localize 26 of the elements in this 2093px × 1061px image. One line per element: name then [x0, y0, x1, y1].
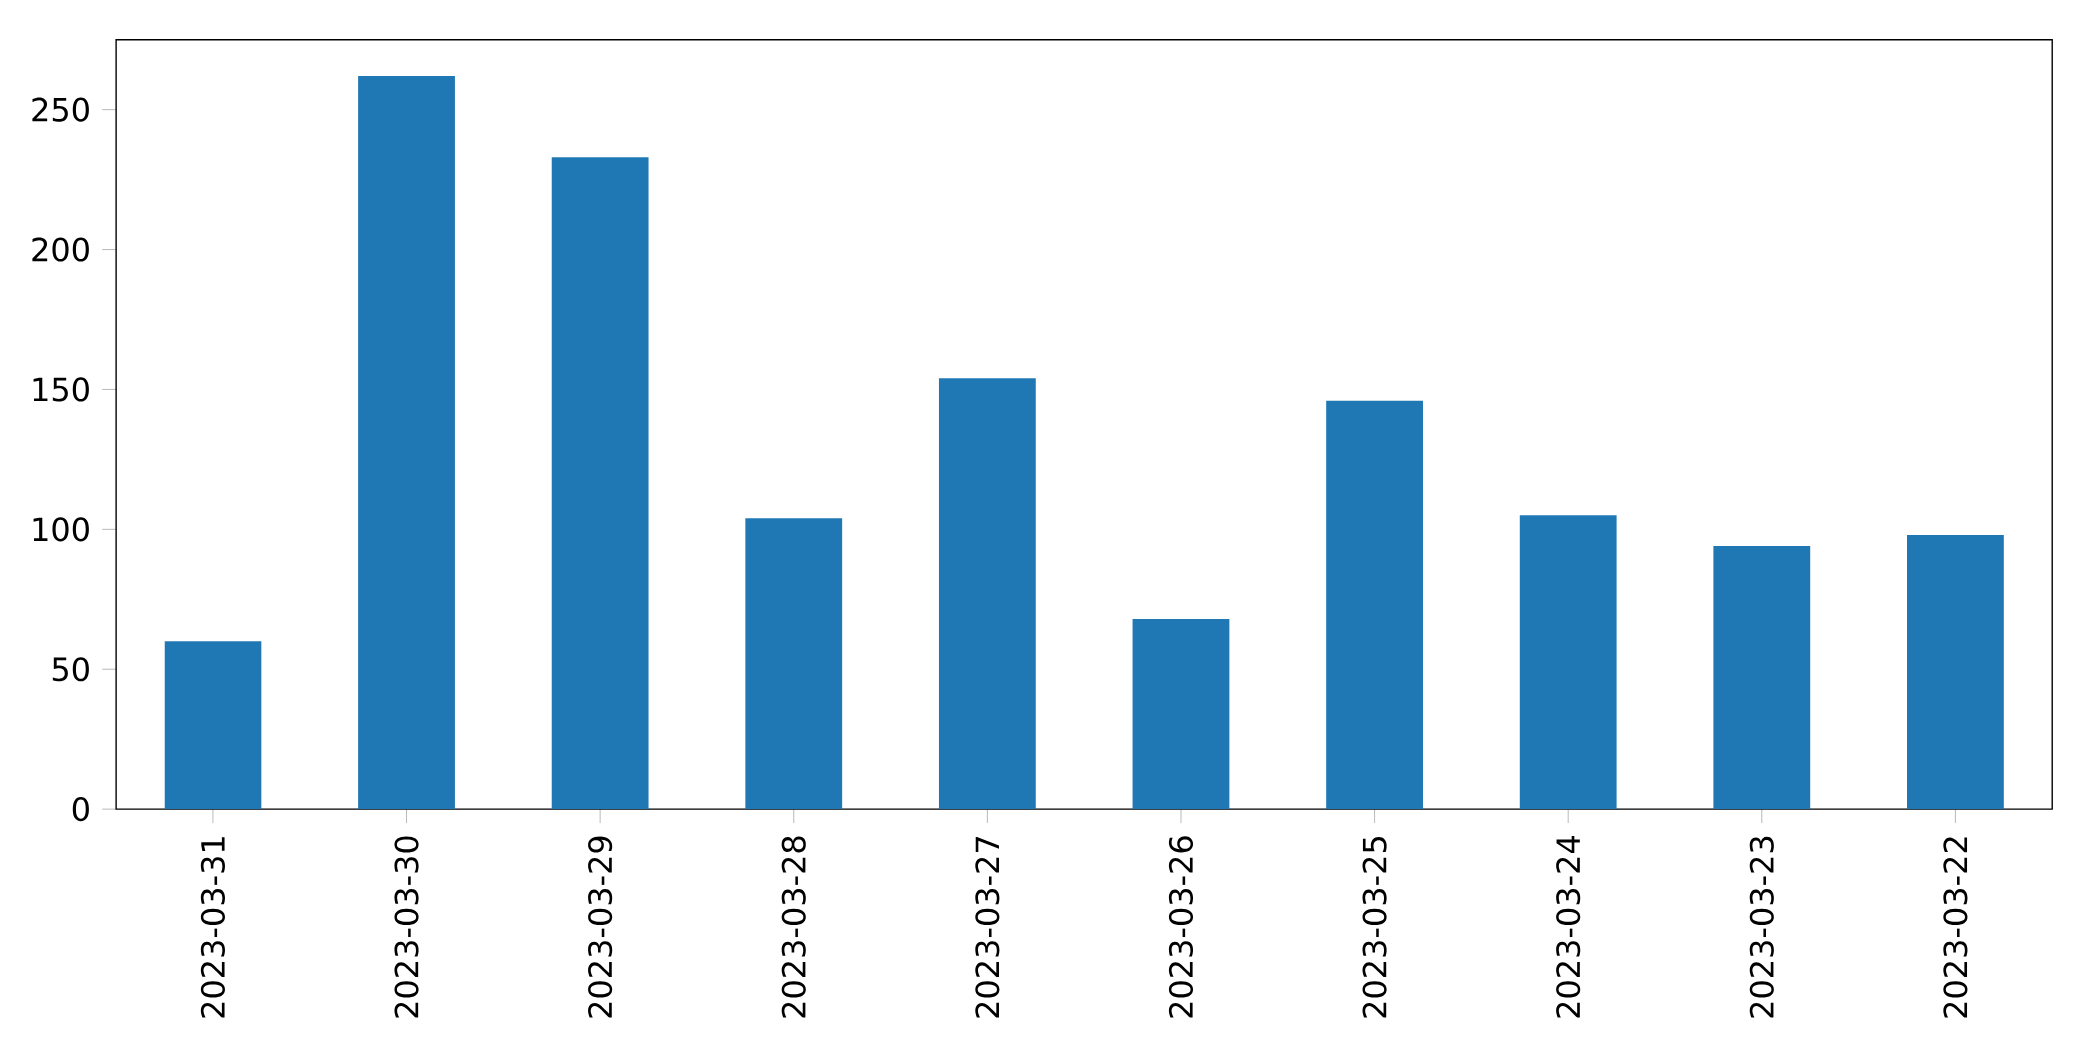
y-tick-label: 50: [52, 657, 89, 682]
bar: [164, 641, 262, 810]
bar: [1907, 534, 2004, 810]
bar: [1326, 400, 1423, 810]
x-tick-label: 2023-03-27: [975, 836, 1000, 1018]
bar: [745, 518, 843, 810]
bar: [1132, 618, 1230, 810]
x-tick-label: 2023-03-25: [1362, 837, 1387, 1018]
x-tick-label: 2023-03-24: [1556, 836, 1581, 1018]
bar: [358, 76, 455, 810]
bar: [1713, 546, 1811, 810]
x-tick-label: 2023-03-30: [394, 836, 419, 1018]
x-tick-label: 2023-03-29: [588, 836, 613, 1018]
x-tick-label: 2023-03-28: [781, 836, 806, 1018]
y-tick-label: 150: [33, 377, 89, 402]
y-tick-label: 100: [33, 517, 89, 542]
x-tick-label: 2023-03-31: [200, 837, 225, 1018]
bar: [551, 157, 649, 810]
bar: [1519, 515, 1617, 810]
bar: [938, 378, 1036, 810]
y-tick-label: 0: [72, 797, 89, 822]
x-tick-label: 2023-03-26: [1168, 836, 1194, 1018]
y-tick-label: 200: [32, 237, 89, 262]
x-tick-label: 2023-03-22: [1943, 837, 1968, 1018]
y-tick-label: 250: [32, 97, 89, 122]
x-tick-label: 2023-03-23: [1749, 836, 1774, 1018]
